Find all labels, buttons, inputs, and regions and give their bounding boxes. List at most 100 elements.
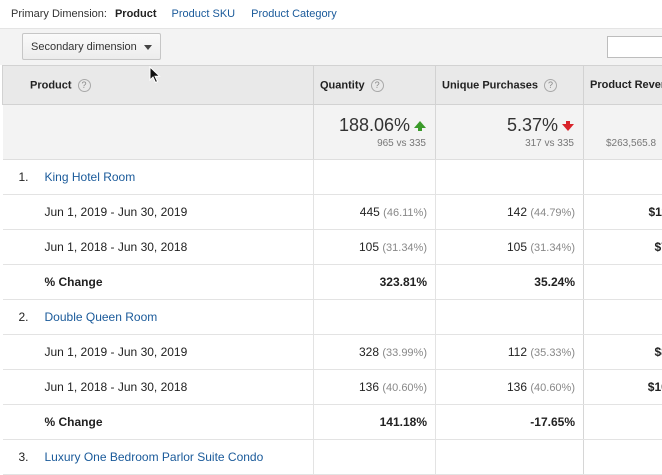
product-row: 3. Luxury One Bedroom Parlor Suite Condo xyxy=(2,439,662,475)
product-revenue-cell: $79,2 xyxy=(583,229,662,265)
percent-change-label: % Change xyxy=(2,404,314,440)
unique-purchases-value: 112 xyxy=(507,345,528,359)
unique-purchases-cell: 142 (44.79%) xyxy=(435,194,584,230)
table-search-input[interactable] xyxy=(607,36,662,58)
totals-unique-purchases-compare: 317 vs 335 xyxy=(525,138,574,149)
quantity-value: 323.81% xyxy=(379,275,427,289)
header-product-label: Product xyxy=(30,78,72,91)
quantity-cell: 323.81% xyxy=(313,264,436,300)
date-range-row: Jun 1, 2018 - Jun 30, 2018 105 (31.34%) 10… xyxy=(2,229,662,265)
product-revenue-cell: $80,9 xyxy=(583,334,662,370)
quantity-cell: 445 (46.11%) xyxy=(313,194,436,230)
quantity-cell: 328 (33.99%) xyxy=(313,334,436,370)
product-rank: 3. xyxy=(18,450,29,464)
date-range-row: Jun 1, 2019 - Jun 30, 2019 445 (46.11%) 14… xyxy=(2,194,662,230)
table-toolbar: Secondary dimension xyxy=(0,28,662,65)
product-blank-cell xyxy=(435,439,584,475)
product-blank-cell xyxy=(313,299,436,335)
totals-unique-purchases-change: 5.37% xyxy=(506,115,558,135)
header-product-revenue-label: Product Revenue xyxy=(590,79,662,91)
date-range-label: Jun 1, 2018 - Jun 30, 2018 xyxy=(2,229,314,265)
product-blank-cell xyxy=(435,159,584,195)
dimension-product-active[interactable]: Product xyxy=(114,8,157,20)
date-range-row: Jun 1, 2018 - Jun 30, 2018 136 (40.60%) 13… xyxy=(2,369,662,405)
unique-purchases-cell: -17.65% xyxy=(435,404,584,440)
primary-dimension-label: Primary Dimension: xyxy=(11,8,107,20)
product-blank-cell xyxy=(583,439,662,475)
product-revenue-cell: $112,2 xyxy=(583,194,662,230)
product-cell: 1. King Hotel Room xyxy=(2,159,314,195)
unique-purchases-percent: (31.34%) xyxy=(530,242,575,254)
product-cell: 3. Luxury One Bedroom Parlor Suite Condo xyxy=(2,439,314,475)
quantity-percent: (46.11%) xyxy=(383,207,427,219)
product-revenue-cell xyxy=(583,264,662,300)
product-row: 2. Double Queen Room xyxy=(2,299,662,335)
chevron-down-icon xyxy=(144,45,152,50)
totals-product-cell xyxy=(2,104,314,160)
product-rank: 1. xyxy=(18,170,29,184)
secondary-dimension-dropdown[interactable]: Secondary dimension xyxy=(22,33,161,60)
date-range-row: Jun 1, 2019 - Jun 30, 2019 328 (33.99%) 11… xyxy=(2,334,662,370)
arrow-up-icon xyxy=(414,121,426,131)
quantity-percent: (40.60%) xyxy=(382,382,427,394)
quantity-value: 136 xyxy=(358,380,380,394)
header-row: Product? Quantity? Unique Purchases? Pro… xyxy=(2,65,662,105)
help-icon[interactable]: ? xyxy=(543,78,557,92)
unique-purchases-value: 35.24% xyxy=(534,275,575,289)
header-unique-purchases[interactable]: Unique Purchases? xyxy=(435,65,584,105)
secondary-dimension-label: Secondary dimension xyxy=(31,40,137,53)
unique-purchases-cell: 136 (40.60%) xyxy=(435,369,584,405)
percent-change-row: % Change 323.81% 35.24% xyxy=(2,264,662,300)
product-row: 1. King Hotel Room xyxy=(2,159,662,195)
dimension-product-sku-link[interactable]: Product SKU xyxy=(171,8,236,20)
product-blank-cell xyxy=(313,439,436,475)
product-name-link[interactable]: Luxury One Bedroom Parlor Suite Condo xyxy=(44,450,264,464)
product-blank-cell xyxy=(435,299,584,335)
product-name-link[interactable]: King Hotel Room xyxy=(44,170,136,184)
primary-dimension-bar: Primary Dimension: Product Product SKU P… xyxy=(0,0,662,28)
quantity-value: 445 xyxy=(359,205,380,219)
mouse-pointer-icon xyxy=(149,66,161,84)
totals-quantity-change: 188.06% xyxy=(338,115,410,135)
dimension-product-category-link[interactable]: Product Category xyxy=(251,8,337,20)
unique-purchases-percent: (40.60%) xyxy=(530,382,575,394)
date-range-label: Jun 1, 2018 - Jun 30, 2018 xyxy=(2,369,314,405)
quantity-value: 105 xyxy=(358,240,380,254)
product-name-link[interactable]: Double Queen Room xyxy=(44,310,158,324)
unique-purchases-value: 142 xyxy=(506,205,528,219)
totals-row: 188.06% 965 vs 335 5.37% 317 vs 335 $263… xyxy=(2,104,662,160)
help-icon[interactable]: ? xyxy=(77,78,91,92)
product-blank-cell xyxy=(583,299,662,335)
quantity-cell: 141.18% xyxy=(313,404,436,440)
unique-purchases-cell: 112 (35.33%) xyxy=(435,334,584,370)
header-quantity-label: Quantity xyxy=(320,78,365,91)
header-product-revenue[interactable]: Product Revenue xyxy=(583,65,662,105)
unique-purchases-value: -17.65% xyxy=(530,415,575,429)
unique-purchases-percent: (44.79%) xyxy=(530,207,575,219)
date-range-label: Jun 1, 2019 - Jun 30, 2019 xyxy=(2,194,314,230)
product-cell: 2. Double Queen Room xyxy=(2,299,314,335)
quantity-percent: (33.99%) xyxy=(382,347,427,359)
help-icon[interactable]: ? xyxy=(370,78,384,92)
totals-product-revenue-compare: $263,565.8 xyxy=(606,138,657,149)
unique-purchases-value: 105 xyxy=(506,240,528,254)
header-product[interactable]: Product? xyxy=(2,65,314,105)
quantity-cell: 105 (31.34%) xyxy=(313,229,436,265)
report-table: Product? Quantity? Unique Purchases? Pro… xyxy=(2,65,662,475)
quantity-value: 328 xyxy=(358,345,380,359)
product-revenue-cell xyxy=(583,404,662,440)
totals-quantity-cell: 188.06% 965 vs 335 xyxy=(313,104,436,160)
totals-quantity-compare: 965 vs 335 xyxy=(377,138,426,149)
product-blank-cell xyxy=(583,159,662,195)
quantity-percent: (31.34%) xyxy=(382,242,427,254)
unique-purchases-value: 136 xyxy=(506,380,528,394)
quantity-value: 141.18% xyxy=(379,415,427,429)
product-rank: 2. xyxy=(18,310,29,324)
date-range-label: Jun 1, 2019 - Jun 30, 2019 xyxy=(2,334,314,370)
totals-unique-purchases-cell: 5.37% 317 vs 335 xyxy=(435,104,584,160)
quantity-cell: 136 (40.60%) xyxy=(313,369,436,405)
product-revenue-cell: $102,6 xyxy=(583,369,662,405)
totals-product-revenue-cell: $263,565.8 xyxy=(583,104,662,160)
percent-change-row: % Change 141.18% -17.65% xyxy=(2,404,662,440)
header-quantity[interactable]: Quantity? xyxy=(313,65,436,105)
